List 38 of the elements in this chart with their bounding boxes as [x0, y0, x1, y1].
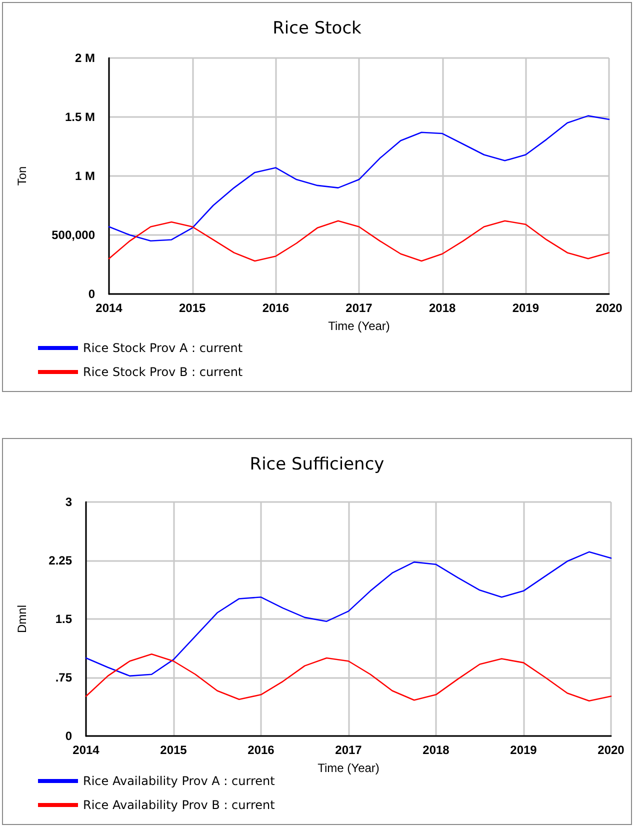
y-tick-label: .75: [55, 670, 72, 684]
x-tick-label: 2019: [510, 743, 538, 757]
y-tick-label: 1.5 M: [64, 110, 95, 124]
y-tick-label: 500,000: [52, 228, 96, 242]
x-axis-title: Time (Year): [318, 761, 380, 775]
x-tick-label: 2020: [598, 743, 625, 757]
x-tick-label: 2018: [422, 743, 450, 757]
x-tick-label: 2020: [596, 301, 623, 315]
y-tick-label: 3: [65, 495, 72, 509]
chart-title: Rice Stock: [272, 18, 362, 38]
x-axis-title: Time (Year): [328, 319, 390, 333]
x-tick-label: 2019: [512, 301, 540, 315]
y-tick-label: 2.25: [48, 554, 72, 568]
legend-label: Rice Availability Prov A : current: [83, 774, 276, 788]
legend-label: Rice Stock Prov A : current: [83, 341, 243, 355]
chart-title: Rice Sufficiency: [250, 454, 384, 474]
x-tick-label: 2015: [178, 301, 206, 315]
y-axis-title: Dmnl: [15, 604, 29, 634]
y-axis-title: Ton: [15, 166, 29, 186]
y-tick-label: 0: [88, 287, 96, 301]
y-tick-label: 1.5: [55, 612, 72, 626]
y-tick-label: 2 M: [74, 51, 95, 65]
legend-label: Rice Stock Prov B : current: [83, 365, 243, 379]
line-series: [85, 653, 612, 702]
x-tick-label: 2016: [248, 743, 275, 757]
y-tick-label: 0: [65, 729, 72, 743]
legend-label: Rice Availability Prov B : current: [83, 798, 276, 812]
x-tick-label: 2016: [262, 301, 290, 315]
line-series: [108, 115, 610, 242]
y-tick-label: 1 M: [74, 169, 95, 183]
x-tick-label: 2017: [335, 743, 362, 757]
x-tick-label: 2018: [428, 301, 456, 315]
line-series: [85, 551, 612, 677]
x-tick-label: 2017: [346, 301, 373, 315]
line-series: [108, 220, 610, 262]
x-tick-label: 2015: [160, 743, 188, 757]
x-tick-label: 2014: [72, 743, 100, 757]
x-tick-label: 2014: [96, 301, 123, 315]
